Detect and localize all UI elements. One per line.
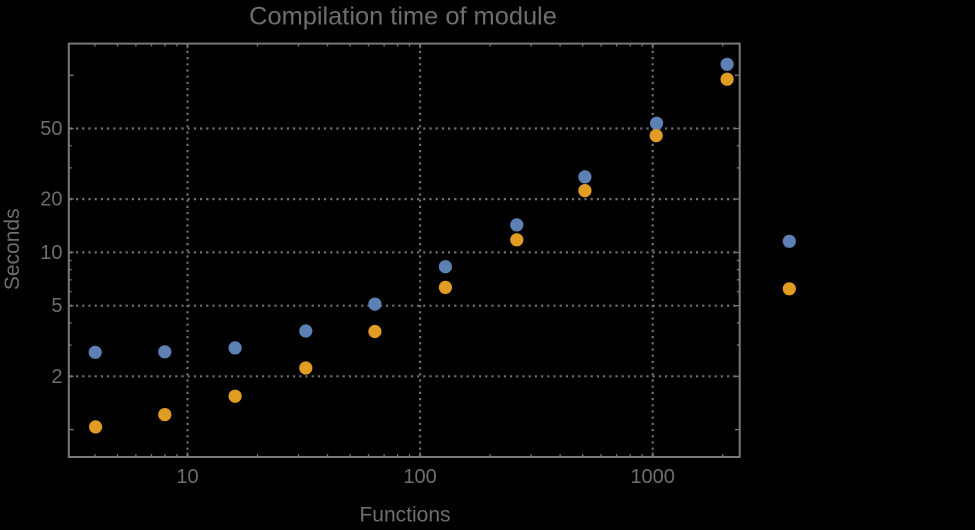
svg-text:100: 100 — [403, 466, 436, 488]
svg-text:5: 5 — [51, 295, 62, 317]
svg-text:10: 10 — [176, 466, 198, 488]
svg-text:1000: 1000 — [630, 466, 675, 488]
svg-text:Compilation time of module: Compilation time of module — [249, 2, 557, 30]
svg-text:Seconds: Seconds — [1, 208, 24, 290]
svg-text:20: 20 — [40, 189, 62, 211]
svg-text:50: 50 — [40, 118, 62, 140]
svg-text:10: 10 — [40, 242, 62, 264]
svg-text:2: 2 — [51, 366, 62, 388]
svg-text:Functions: Functions — [359, 504, 450, 526]
